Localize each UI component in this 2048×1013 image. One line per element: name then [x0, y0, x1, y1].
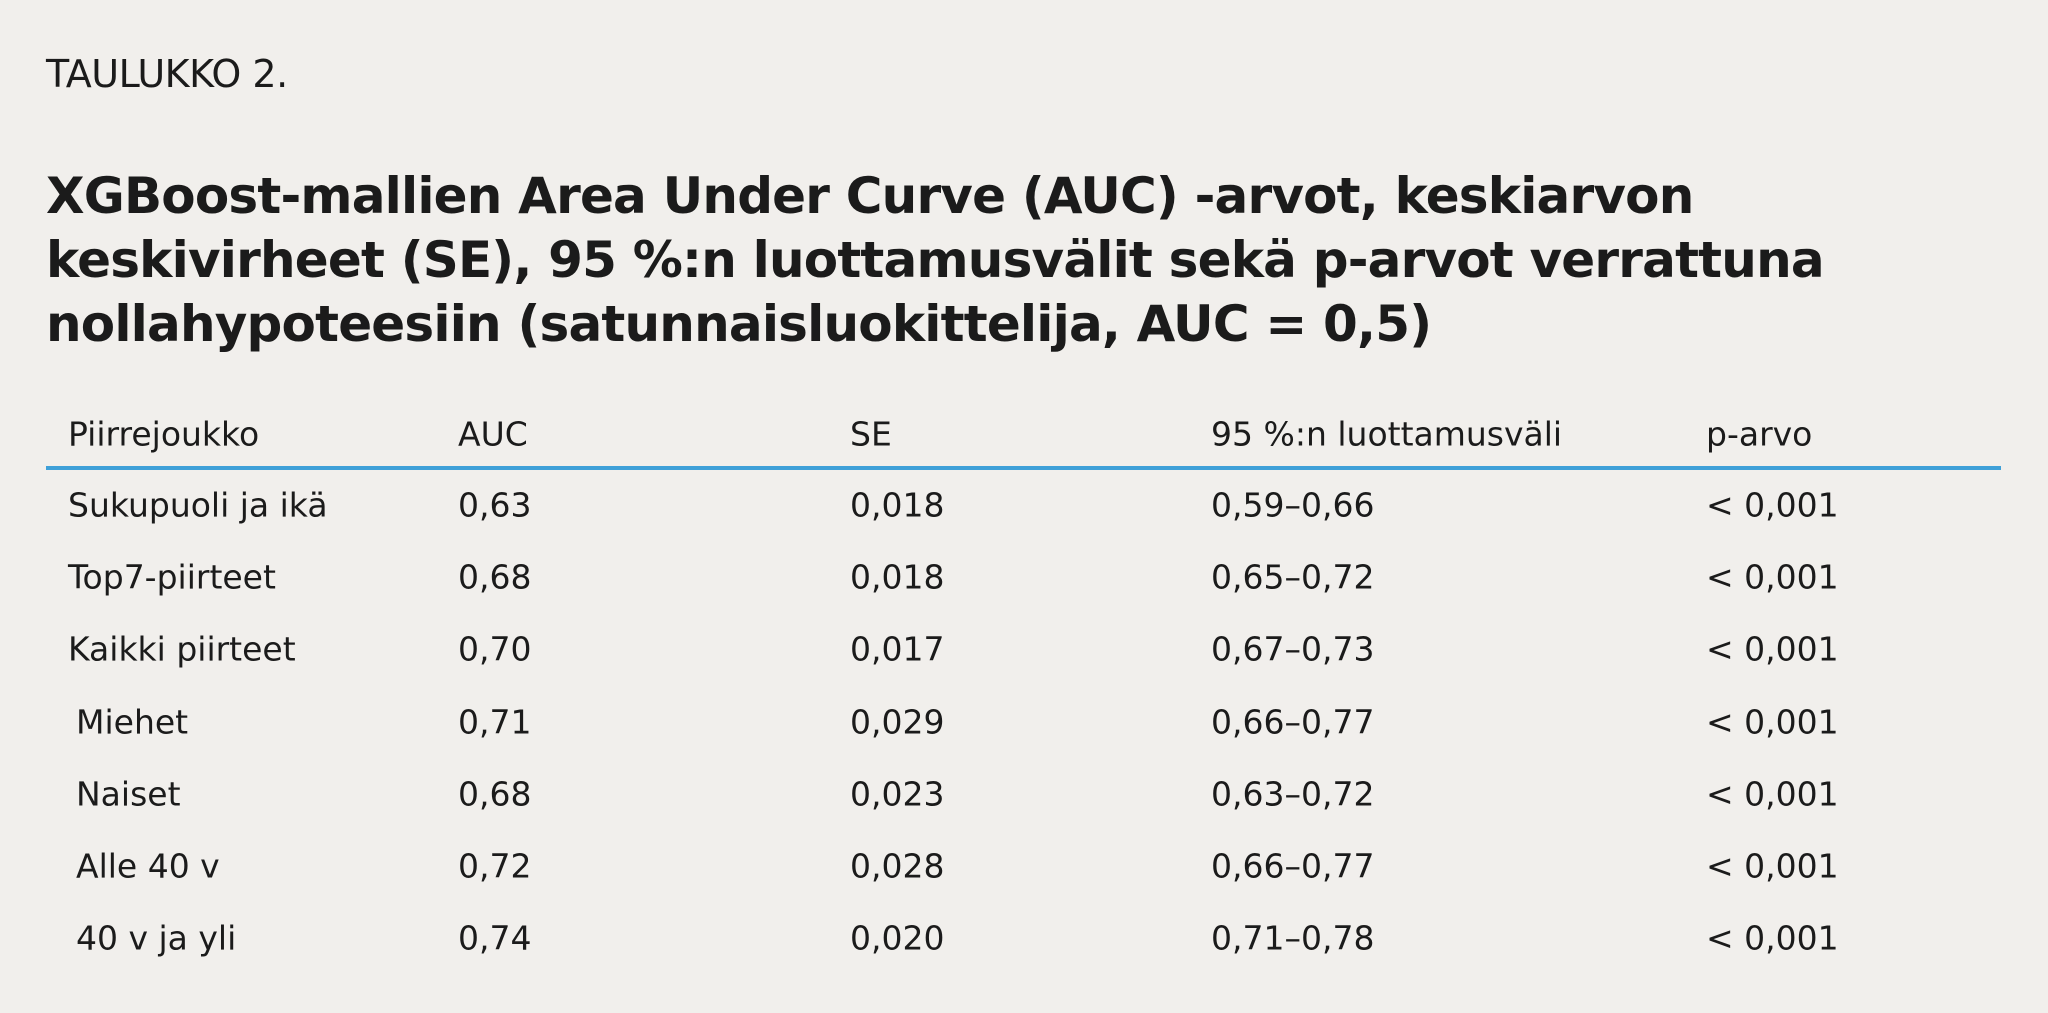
header-cell: p-arvo — [1706, 414, 1813, 454]
cell: < 0,001 — [1706, 702, 1839, 742]
header-cell: Piirrejoukko — [68, 414, 260, 454]
cell: 0,018 — [850, 485, 945, 525]
cell: 0,68 — [458, 557, 532, 597]
row-label: Naiset — [76, 774, 181, 814]
cell: 0,029 — [850, 702, 945, 742]
header-cell: AUC — [458, 414, 528, 454]
cell: 0,71–0,78 — [1211, 918, 1375, 958]
cell: 0,017 — [850, 629, 945, 669]
cell: 0,59–0,66 — [1211, 485, 1375, 525]
cell: 0,72 — [458, 846, 532, 886]
cell: 0,67–0,73 — [1211, 629, 1375, 669]
cell: 0,66–0,77 — [1211, 702, 1375, 742]
row-label: Top7-piirteet — [68, 557, 276, 597]
header-cell: SE — [850, 414, 892, 454]
cell: 0,74 — [458, 918, 532, 958]
cell: 0,68 — [458, 774, 532, 814]
cell: < 0,001 — [1706, 485, 1839, 525]
row-label: Miehet — [76, 702, 189, 742]
header-rule — [46, 466, 2001, 470]
cell: 0,65–0,72 — [1211, 557, 1375, 597]
cell: 0,63–0,72 — [1211, 774, 1375, 814]
row-label: 40 v ja yli — [76, 918, 237, 958]
cell: 0,023 — [850, 774, 945, 814]
row-label: Kaikki piirteet — [68, 629, 296, 669]
cell: 0,018 — [850, 557, 945, 597]
row-label: Alle 40 v — [76, 846, 220, 886]
cell: 0,020 — [850, 918, 945, 958]
table-title: XGBoost-mallien Area Under Curve (AUC) -… — [46, 167, 1825, 353]
cell: < 0,001 — [1706, 918, 1839, 958]
cell: 0,63 — [458, 485, 532, 525]
cell: < 0,001 — [1706, 846, 1839, 886]
cell: 0,028 — [850, 846, 945, 886]
cell: < 0,001 — [1706, 557, 1839, 597]
table-label: TAULUKKO 2. — [46, 52, 288, 96]
header-cell: 95 %:n luottamusväli — [1211, 414, 1563, 454]
row-label: Sukupuoli ja ikä — [68, 485, 328, 525]
cell: 0,70 — [458, 629, 532, 669]
cell: 0,66–0,77 — [1211, 846, 1375, 886]
cell: < 0,001 — [1706, 629, 1839, 669]
cell: 0,71 — [458, 702, 532, 742]
cell: < 0,001 — [1706, 774, 1839, 814]
